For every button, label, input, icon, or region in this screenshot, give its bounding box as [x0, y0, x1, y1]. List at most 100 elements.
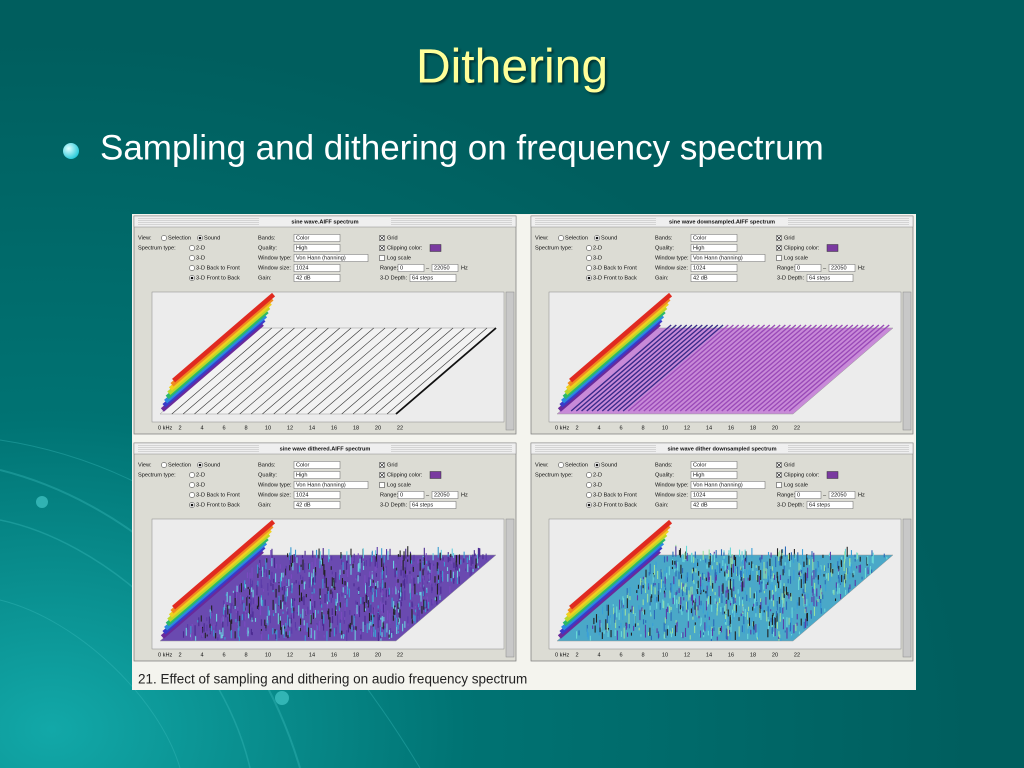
label: 3-D — [196, 482, 205, 488]
label: Bands: — [655, 462, 673, 468]
ridge — [695, 324, 797, 412]
grid-ridge — [296, 327, 397, 415]
ridge — [617, 324, 719, 412]
ridge — [638, 324, 740, 412]
spectrum-window: sine wave downsampled.AIFF spectrum View:… — [530, 215, 914, 435]
label: 2-D — [593, 245, 602, 251]
label: Selection — [565, 462, 588, 468]
field-value: 1024 — [296, 492, 308, 498]
grid-ridge — [330, 327, 431, 415]
field — [794, 264, 822, 272]
field — [794, 491, 822, 499]
label: Grid — [387, 235, 398, 241]
label: Quality: — [258, 245, 277, 251]
dash: – — [426, 265, 430, 271]
scrollbar — [505, 291, 515, 431]
label: Log scale — [387, 482, 411, 488]
ridge — [679, 324, 781, 412]
label: Window type: — [655, 482, 689, 488]
label: Range: — [380, 492, 398, 498]
axis-label: 18 — [750, 425, 756, 431]
axis-label: 20 — [772, 425, 778, 431]
grid-ridge — [386, 327, 488, 415]
label: Clipping color: — [387, 472, 423, 478]
clip-swatch — [429, 471, 442, 479]
grid-ridge — [364, 327, 465, 415]
field — [293, 501, 341, 509]
clip-swatch — [826, 244, 839, 252]
label: 3-D Depth: — [380, 275, 407, 281]
label: Window size: — [655, 265, 688, 271]
label: 3-D Depth: — [777, 275, 804, 281]
label: Log scale — [387, 255, 411, 261]
radio — [189, 265, 195, 271]
label: Window size: — [258, 265, 291, 271]
grid-ridge — [194, 327, 295, 415]
radio — [586, 482, 592, 488]
axis-label: 8 — [244, 652, 247, 658]
axis-label: 4 — [200, 425, 203, 431]
axis-label: 22 — [794, 425, 800, 431]
label: 3-D Front to Back — [196, 275, 240, 281]
ridge — [788, 324, 890, 412]
grid-ridge — [216, 327, 318, 415]
check — [379, 462, 385, 468]
field-value: High — [693, 245, 705, 251]
field-value: 64 steps — [809, 275, 830, 281]
radio-dot — [190, 276, 194, 280]
label: Sound — [601, 235, 617, 241]
title-bg — [656, 444, 788, 453]
axis-label: 4 — [200, 652, 203, 658]
label: Sound — [601, 462, 617, 468]
ridge — [710, 324, 812, 412]
label: Spectrum type: — [138, 245, 176, 251]
window-title: sine wave dither downsampled spectrum — [667, 446, 776, 452]
field-value: 64 steps — [809, 502, 830, 508]
radio — [586, 245, 592, 251]
field — [293, 481, 369, 489]
field — [293, 234, 341, 242]
label: Clipping color: — [784, 245, 820, 251]
axis-label: 10 — [662, 425, 668, 431]
label: Quality: — [655, 245, 674, 251]
axis-label: 8 — [244, 425, 247, 431]
axis-label: 6 — [222, 652, 225, 658]
ridge — [742, 324, 843, 412]
axis-label: 22 — [794, 652, 800, 658]
axis-label: 20 — [772, 652, 778, 658]
field-value: 0 — [400, 492, 403, 498]
spectrum-window: sine wave dithered.AIFF spectrum View: Sel… — [133, 442, 517, 662]
label: Sound — [204, 235, 220, 241]
ridge — [731, 324, 833, 412]
rainbow-band — [569, 292, 673, 383]
axis-label: 18 — [750, 652, 756, 658]
axis-label: 4 — [597, 652, 600, 658]
rainbow-band — [172, 519, 276, 610]
field — [690, 501, 738, 509]
label: Window type: — [258, 255, 292, 261]
scrollbar — [505, 518, 515, 658]
field — [806, 274, 854, 282]
radio — [189, 255, 195, 261]
label: Gain: — [655, 275, 669, 281]
ridge — [705, 324, 807, 412]
axis-label: 14 — [309, 652, 315, 658]
axis-label: 14 — [706, 425, 712, 431]
label: Selection — [565, 235, 588, 241]
grid-ridge — [307, 327, 408, 415]
ridge — [716, 324, 817, 412]
label: 3-D — [593, 482, 602, 488]
field — [828, 491, 856, 499]
radio-dot — [198, 463, 202, 467]
axis-label: 12 — [684, 652, 690, 658]
clip-swatch — [826, 471, 839, 479]
ridge — [601, 324, 703, 412]
label: Gain: — [258, 502, 272, 508]
clip-swatch — [429, 244, 442, 252]
ridge — [612, 324, 714, 412]
ridge — [778, 324, 880, 412]
rainbow-band — [569, 519, 673, 610]
axis-label: 2 — [178, 652, 181, 658]
field — [293, 491, 341, 499]
axis-label: 0 kHz — [555, 425, 570, 431]
